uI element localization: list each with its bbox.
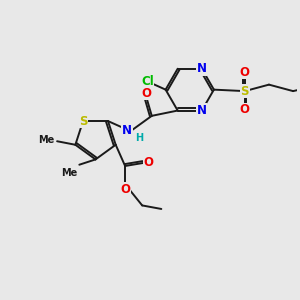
- Text: N: N: [197, 104, 207, 117]
- Text: S: S: [79, 115, 87, 128]
- Text: N: N: [197, 62, 207, 75]
- Text: O: O: [240, 66, 250, 79]
- Text: H: H: [135, 133, 143, 142]
- Text: O: O: [142, 87, 152, 100]
- Text: O: O: [120, 183, 130, 196]
- Text: S: S: [241, 85, 249, 98]
- Text: Me: Me: [38, 135, 55, 145]
- Text: N: N: [122, 124, 132, 137]
- Text: Cl: Cl: [141, 75, 154, 88]
- Text: O: O: [240, 103, 250, 116]
- Text: O: O: [144, 156, 154, 169]
- Text: Me: Me: [61, 168, 77, 178]
